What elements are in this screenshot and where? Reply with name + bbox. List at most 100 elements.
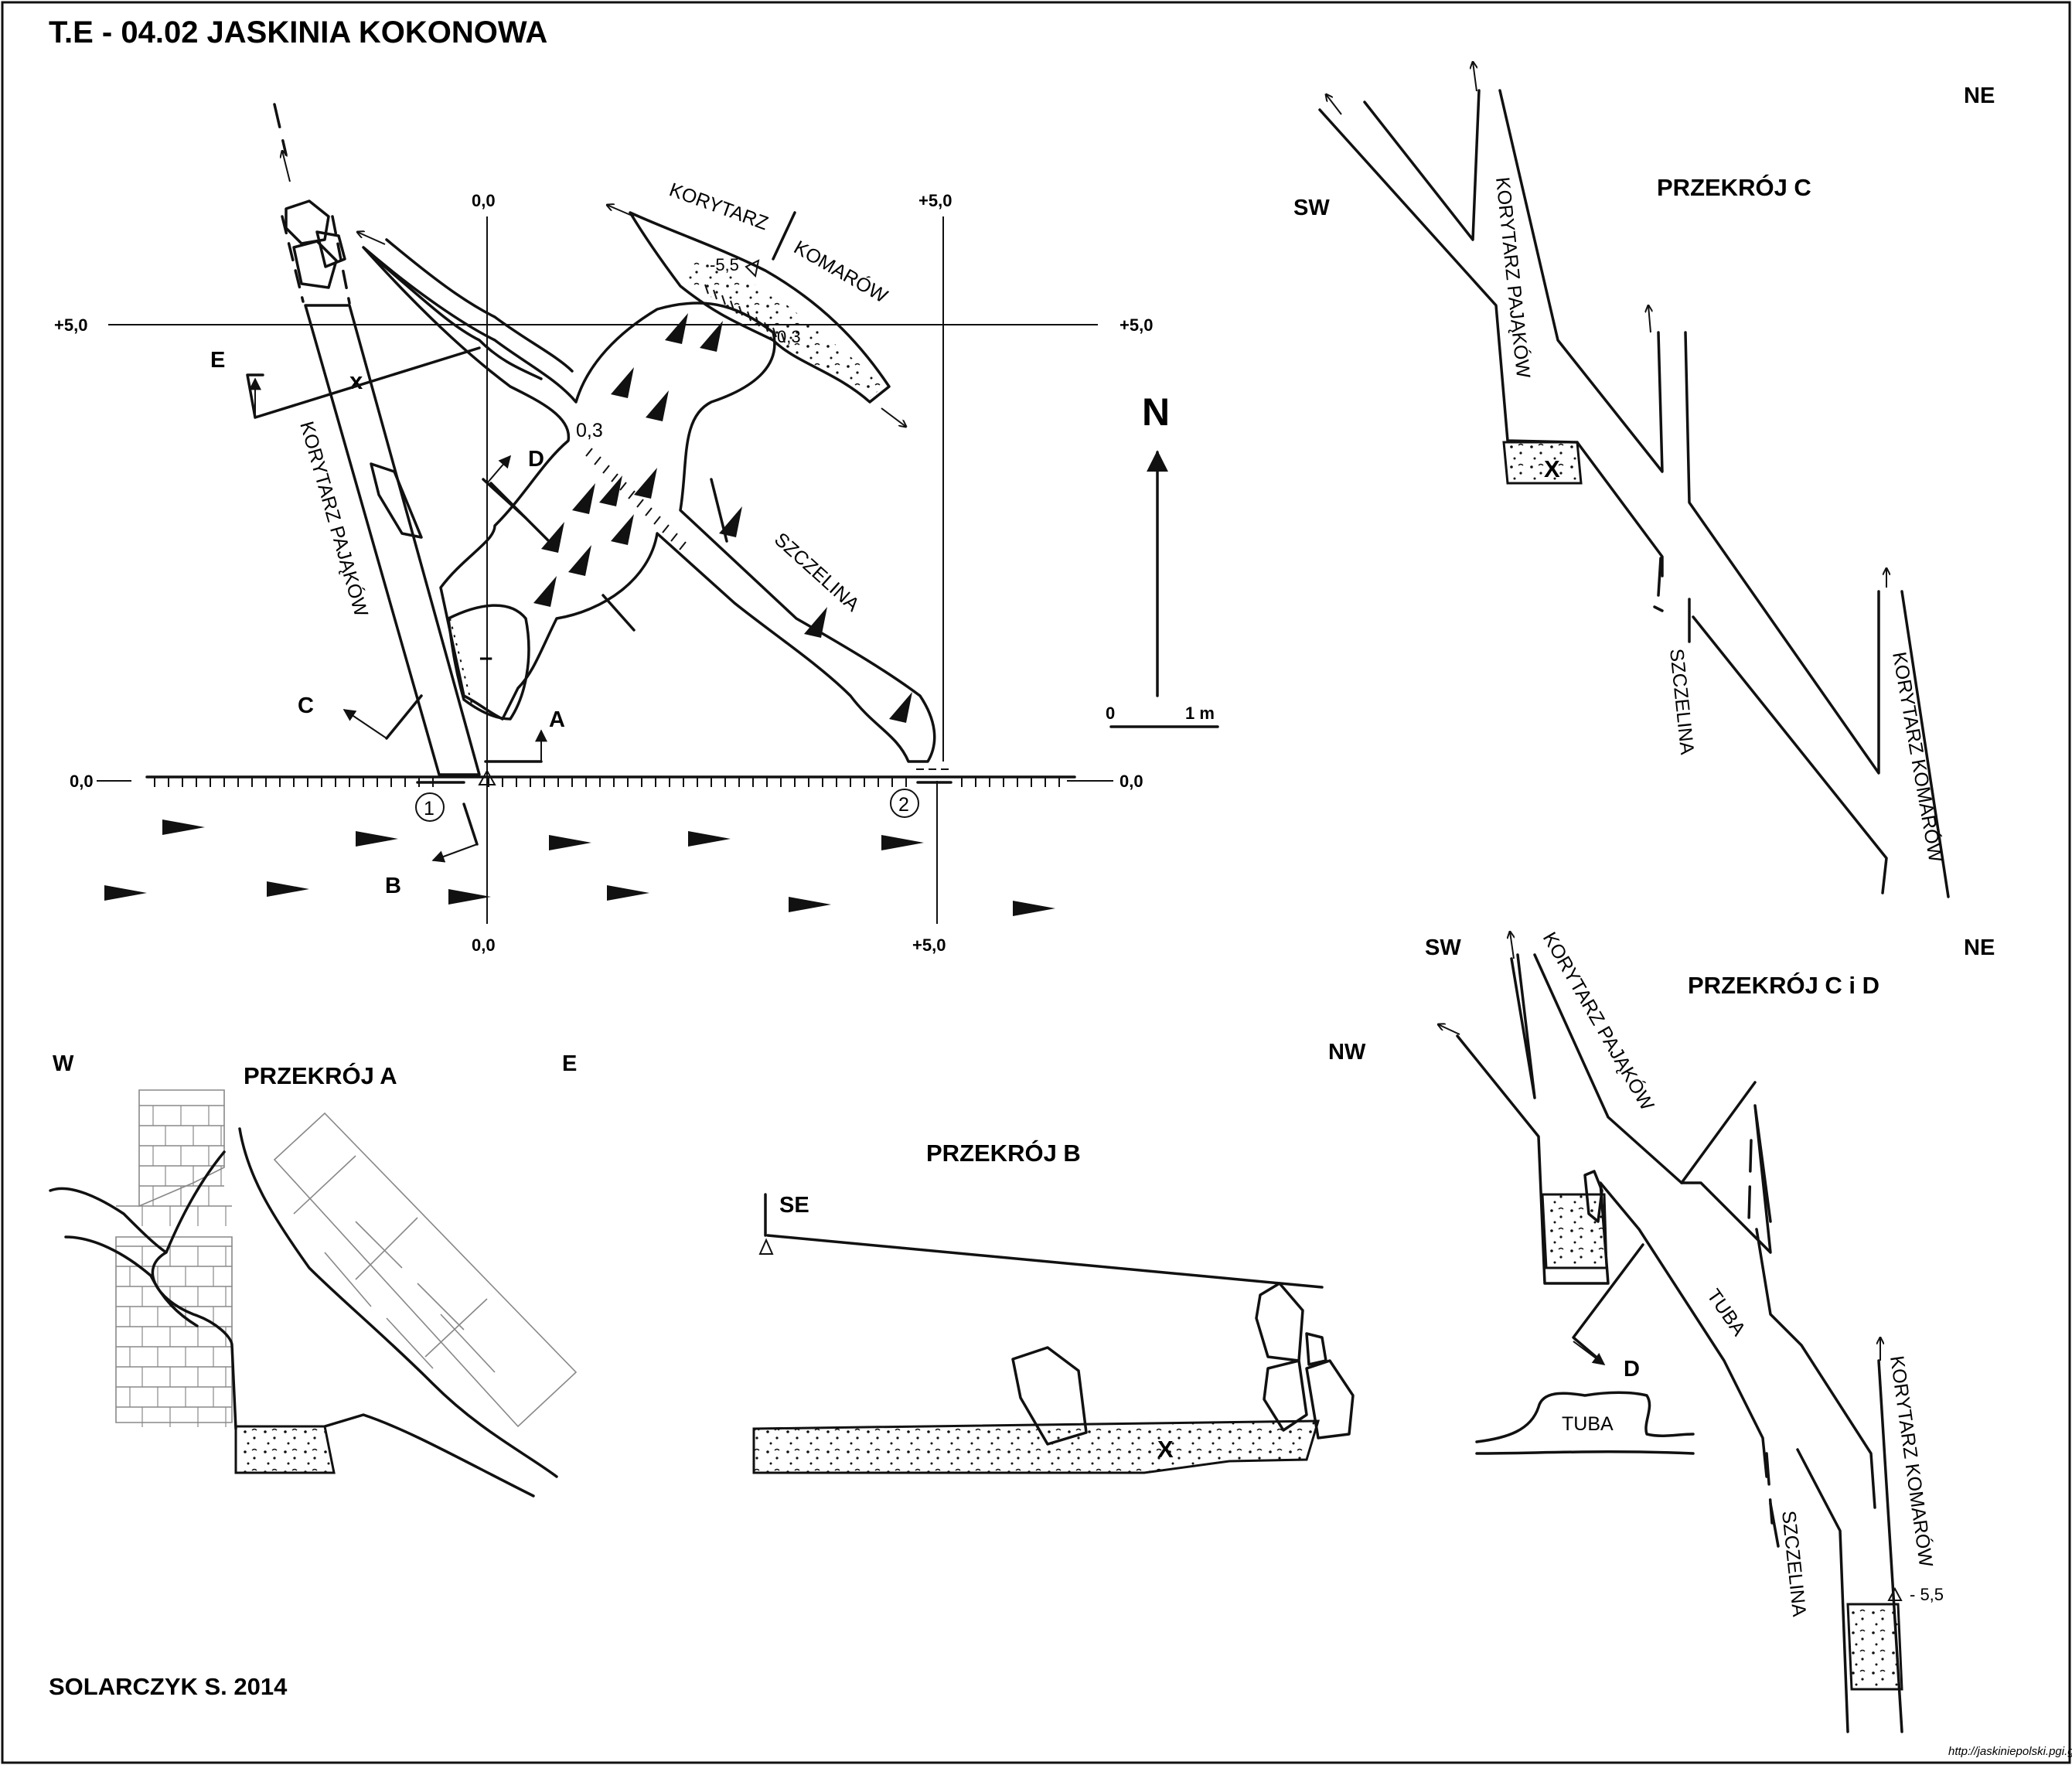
section-a: PRZEKRÓJ A W E <box>49 1051 578 1498</box>
section-c-left-wall <box>1318 108 1888 894</box>
slope-triangle <box>549 835 591 850</box>
chamber-slope-triangle <box>572 483 595 514</box>
tick-szczelina <box>601 594 636 632</box>
label-szczelina: SZCZELINA <box>770 529 864 616</box>
boulder-mid <box>370 462 423 539</box>
komarow-ticks <box>704 284 786 343</box>
entrance-1-circle <box>415 792 445 822</box>
section-c-sw: SW <box>1293 196 1330 220</box>
grid-label-right-50: +5,0 <box>1119 315 1153 335</box>
section-b-x: X <box>1157 1436 1174 1463</box>
chamber-tick <box>585 448 593 457</box>
section-c-arrow-2 <box>1473 62 1477 92</box>
grid-label-bottom-50: +5,0 <box>912 935 946 955</box>
grid-label-left-00: 0,0 <box>70 772 94 791</box>
section-mark-d: D <box>528 447 544 472</box>
komarow-sediment <box>684 255 885 398</box>
depth-label-55: -5,5 <box>710 255 739 274</box>
komarow-tick <box>781 332 786 343</box>
komarow-tick <box>764 322 768 332</box>
section-a-sediment <box>234 1425 336 1474</box>
komarow-arrow-nw <box>607 205 635 217</box>
entrance-2-label: 2 <box>898 794 909 816</box>
section-a-title: PRZEKRÓJ A <box>244 1061 397 1089</box>
chamber-slope-triangle <box>611 367 634 398</box>
section-c-korytarz-pajakow: KORYTARZ PAJĄKÓW <box>1491 176 1535 380</box>
komarow-tick <box>721 295 726 305</box>
plan-x-mark: x <box>349 367 363 394</box>
section-cd-dash-1 <box>1747 1139 1753 1223</box>
section-b-se: SE <box>779 1193 809 1218</box>
grid-label-left-50: +5,0 <box>54 315 87 335</box>
slope-triangle <box>267 881 309 897</box>
section-b-title: PRZEKRÓJ B <box>926 1139 1081 1167</box>
slope-triangle <box>448 889 491 905</box>
datum-triangle-55 <box>745 259 760 278</box>
komarow-tick <box>730 300 734 311</box>
section-a-w: W <box>53 1051 74 1076</box>
section-cd-ne: NE <box>1964 935 1995 960</box>
section-c-ne: NE <box>1964 83 1995 108</box>
slope-triangle <box>1013 901 1055 916</box>
pit-minus: – <box>479 643 492 670</box>
korytarz-pajakow-outline <box>304 304 481 776</box>
section-cd-sw: SW <box>1425 935 1461 960</box>
slope-triangle <box>881 835 924 850</box>
section-cd-left-wall <box>1456 1034 1849 1733</box>
chamber-tick <box>611 473 619 482</box>
section-cd-sediment-top <box>1541 1193 1608 1269</box>
surface-ticks <box>154 777 1060 787</box>
section-a-bricks-right <box>273 1112 578 1428</box>
nw-passage-outline <box>370 238 574 380</box>
brick-outline <box>115 1089 233 1423</box>
author-credit: SOLARCZYK S. 2014 <box>49 1673 288 1700</box>
tuba-profile-top <box>1475 1391 1695 1443</box>
korytarz-komarow-outline <box>629 211 891 404</box>
section-cd-dash-2 <box>1765 1452 1774 1525</box>
section-b-arrow <box>431 843 478 863</box>
section-b: PRZEKRÓJ B SE X <box>752 1139 1355 1474</box>
band-left-dash <box>281 215 305 303</box>
komarow-tick <box>747 311 751 322</box>
label-korytarz: KORYTARZ <box>666 179 771 234</box>
section-c: PRZEKRÓJ C SW NE X KORYTARZ PAJĄKÓW SZCZ… <box>1293 62 1995 898</box>
chamber-slope-triangle <box>541 522 564 553</box>
section-cd-top-line <box>1680 1081 1757 1184</box>
chamber-slope-triangle <box>665 313 688 344</box>
tuba-profile-bottom <box>1475 1450 1695 1455</box>
section-b-datum <box>758 1238 774 1255</box>
korytarz-pajakow-lead <box>273 103 288 156</box>
chamber-tick <box>594 456 601 465</box>
chamber-tick <box>679 541 687 550</box>
chamber-tick <box>602 465 610 474</box>
chamber-tick <box>670 533 678 542</box>
scale-one: 1 m <box>1185 704 1215 723</box>
section-cd-szczelina: SZCZELINA <box>1777 1510 1810 1618</box>
slope-triangle <box>789 897 831 912</box>
source-url: http://jaskiniepolski.pgi.gov.pl <box>1948 1745 2072 1758</box>
komarow-tick <box>704 284 709 295</box>
entrance-2-circle <box>890 789 919 818</box>
chamber-slope-triangle <box>889 692 912 723</box>
section-cd-tuba-profile: TUBA <box>1562 1413 1614 1435</box>
section-cd-korytarz-pajakow: KORYTARZ PAJĄKÓW <box>1539 928 1659 1115</box>
label-korytarz-pajakow: KORYTARZ PAJĄKÓW <box>295 419 373 619</box>
chamber-tick <box>645 507 653 516</box>
section-cd-boulder <box>1583 1170 1603 1223</box>
section-cd-korytarz-komarow: KORYTARZ KOMARÓW <box>1886 1354 1937 1569</box>
chamber-tick <box>619 482 627 491</box>
slope-triangles <box>104 819 1055 916</box>
chamber-slope-triangle <box>646 390 669 421</box>
section-a-bricks-left <box>115 1089 233 1427</box>
section-cd-arrow-1 <box>1438 1024 1460 1035</box>
section-b-boulders-right <box>1255 1282 1355 1440</box>
section-cd-depth: - 5,5 <box>1910 1585 1944 1604</box>
pit-hatch <box>449 618 472 704</box>
section-c-szczelina-break <box>1657 557 1662 597</box>
slope-hatch-chamber <box>585 448 687 550</box>
section-mark-e: E <box>210 348 225 373</box>
depth-label-03-left: 0,3 <box>576 420 603 441</box>
chamber-slope-triangle <box>804 607 827 638</box>
section-c-korytarz-komarow: KORYTARZ KOMARÓW <box>1888 650 1947 864</box>
